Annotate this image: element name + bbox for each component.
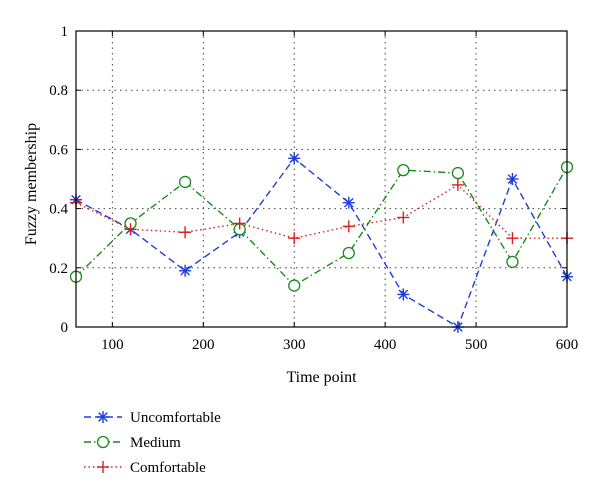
data-point-uncomfortable: [342, 196, 355, 209]
x-tick-label: 300: [283, 337, 306, 353]
legend-label: Medium: [130, 435, 181, 451]
series-medium: [69, 161, 574, 292]
legend-marker: [97, 411, 109, 423]
x-tick-label: 200: [192, 337, 215, 353]
data-point-uncomfortable: [506, 173, 519, 185]
x-tick-label: 400: [374, 337, 397, 353]
legend-label: Comfortable: [130, 460, 206, 476]
tick-marks: [76, 30, 568, 328]
data-point-medium: [397, 163, 410, 177]
legend-item-uncomfortable: Uncomfortable: [84, 410, 221, 426]
data-point-comfortable: [506, 232, 519, 245]
y-tick-label: 0.2: [49, 261, 68, 277]
tick-labels: 100 200 300 400 500 600 0 0.2 0.4 0.6 0.8 1: [49, 24, 578, 353]
grid-lines: [76, 31, 568, 327]
data-point-comfortable: [451, 178, 464, 191]
y-tick-label: 0.6: [49, 142, 68, 158]
data-point-uncomfortable: [397, 288, 410, 301]
x-tick-label: 600: [556, 337, 579, 353]
data-point-comfortable: [179, 226, 192, 239]
y-tick-label: 0.4: [49, 202, 68, 218]
data-point-comfortable: [233, 217, 246, 230]
data-point-uncomfortable: [179, 264, 192, 277]
y-tick-label: 1: [61, 24, 69, 40]
y-tick-label: 0.8: [49, 83, 68, 99]
series-layer: [69, 152, 574, 333]
x-axis-label: Time point: [286, 369, 357, 386]
data-point-medium: [288, 279, 301, 292]
x-tick-label: 100: [101, 337, 124, 353]
series-uncomfortable: [70, 152, 573, 333]
legend-label: Uncomfortable: [130, 410, 221, 426]
data-point-comfortable: [342, 220, 355, 233]
legend-item-comfortable: Comfortable: [84, 460, 206, 476]
data-point-medium: [506, 255, 519, 269]
y-axis-label: Fuzzy membership: [23, 123, 40, 245]
series-line-uncomfortable: [75, 157, 568, 329]
plot-frame: [75, 30, 568, 328]
data-point-medium: [451, 166, 465, 180]
data-point-medium: [342, 246, 355, 260]
legend-marker: [97, 461, 109, 473]
data-point-uncomfortable: [288, 152, 301, 165]
series-comfortable: [70, 178, 573, 245]
data-point-comfortable: [397, 211, 410, 224]
legend-marker: [96, 435, 110, 449]
legend: Uncomfortable Medium Comfortable: [84, 410, 221, 476]
series-line-medium: [75, 166, 568, 287]
y-tick-label: 0: [61, 320, 69, 336]
data-point-medium: [178, 175, 192, 189]
data-point-comfortable: [124, 223, 137, 236]
x-tick-label: 500: [465, 337, 488, 353]
legend-item-medium: Medium: [84, 435, 181, 451]
data-point-comfortable: [288, 232, 301, 245]
